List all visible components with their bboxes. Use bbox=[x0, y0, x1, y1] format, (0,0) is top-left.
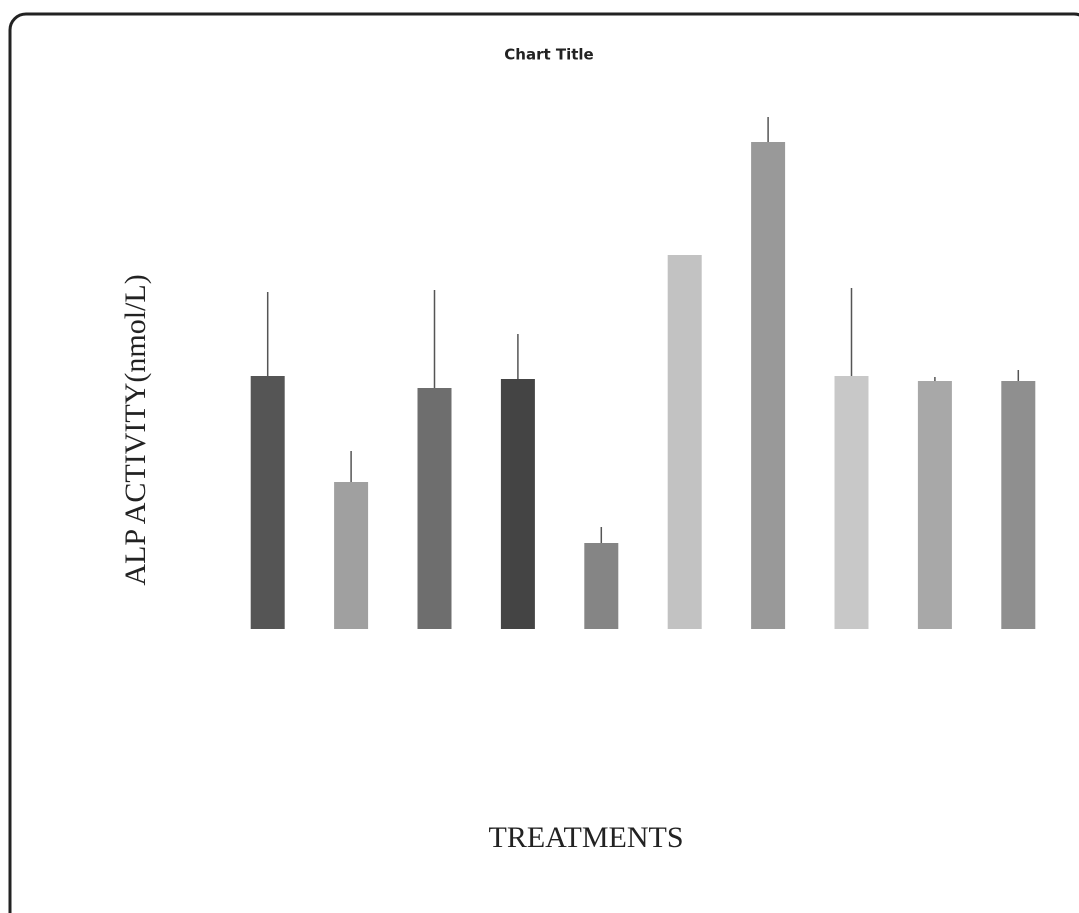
y-axis-label: ALP ACTIVITY(nmol/L) bbox=[119, 274, 152, 585]
bar bbox=[1001, 381, 1036, 629]
chart-title: Chart Title bbox=[504, 46, 593, 64]
bar bbox=[250, 376, 285, 629]
bar bbox=[417, 388, 452, 629]
bar bbox=[334, 482, 369, 629]
bar bbox=[500, 379, 535, 629]
bar bbox=[751, 142, 786, 629]
bar bbox=[834, 376, 869, 629]
bar bbox=[584, 543, 619, 629]
chart-frame bbox=[8, 12, 1079, 913]
bar bbox=[667, 255, 702, 629]
bar bbox=[917, 381, 952, 629]
x-axis-label: TREATMENTS bbox=[489, 821, 684, 854]
